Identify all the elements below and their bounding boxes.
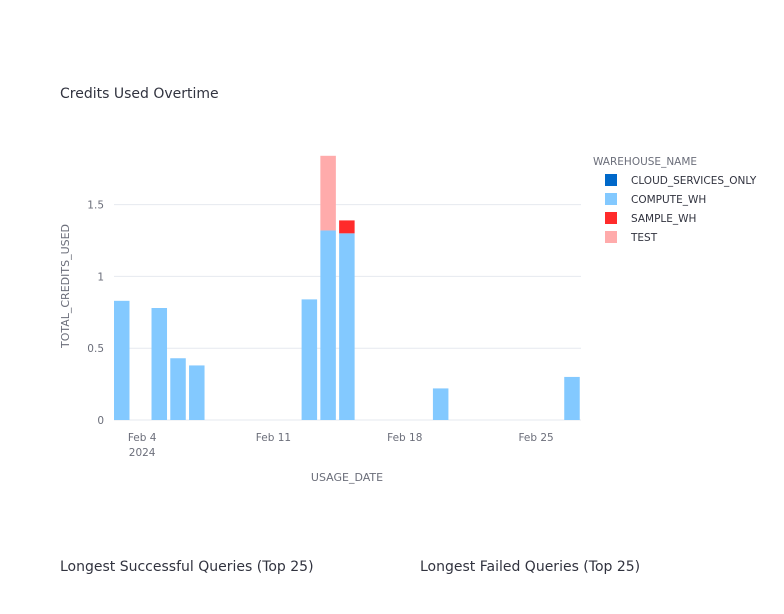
chart-title: Credits Used Overtime <box>60 86 219 102</box>
credits-chart: 0 0.5 1 1.5 Feb 4 2024 Feb 11 Feb 18 Feb 25 TOT… <box>59 155 757 484</box>
bar-test[interactable] <box>320 155 336 231</box>
y-tick-label: 0 <box>97 415 104 427</box>
legend-label[interactable]: SAMPLE_WH <box>631 213 696 225</box>
bar-compute-wh[interactable] <box>301 299 318 420</box>
y-tick-label: 0.5 <box>87 343 104 355</box>
x-tick-sublabel: 2024 <box>129 447 156 459</box>
bar-compute-wh[interactable] <box>189 365 205 420</box>
legend-swatch[interactable] <box>605 193 617 205</box>
bar-compute-wh[interactable] <box>432 388 449 420</box>
x-tick-label: Feb 18 <box>387 432 422 444</box>
bar-compute-wh[interactable] <box>564 376 580 420</box>
bar-compute-wh[interactable] <box>114 300 130 420</box>
x-axis-label: USAGE_DATE <box>311 471 383 484</box>
bar-sample-wh[interactable] <box>339 220 355 234</box>
x-tick-label: Feb 11 <box>256 432 291 444</box>
bar-compute-wh[interactable] <box>170 358 186 420</box>
bar-compute-wh[interactable] <box>339 233 355 420</box>
legend-swatch[interactable] <box>605 174 617 186</box>
y-tick-label: 1.5 <box>87 200 104 212</box>
y-ticks: 0 0.5 1 1.5 <box>87 200 104 427</box>
longest-failed-queries-title: Longest Failed Queries (Top 25) <box>420 559 641 575</box>
legend-label[interactable]: TEST <box>630 232 658 244</box>
y-tick-label: 1 <box>97 271 104 283</box>
legend-swatch[interactable] <box>605 212 617 224</box>
longest-successful-queries-title: Longest Successful Queries (Top 25) <box>60 559 314 575</box>
bar-compute-wh[interactable] <box>320 230 336 420</box>
legend-swatch[interactable] <box>605 231 617 243</box>
legend-title: WAREHOUSE_NAME <box>593 156 697 168</box>
legend: WAREHOUSE_NAME CLOUD_SERVICES_ONLY COMPUTE… <box>593 156 757 244</box>
x-ticks: Feb 4 2024 Feb 11 Feb 18 Feb 25 <box>128 432 554 459</box>
legend-label[interactable]: CLOUD_SERVICES_ONLY <box>631 175 757 187</box>
x-tick-label: Feb 25 <box>518 432 553 444</box>
x-tick-label: Feb 4 <box>128 432 157 444</box>
bars <box>114 155 580 420</box>
y-axis-label: TOTAL_CREDITS_USED <box>59 224 72 349</box>
bar-compute-wh[interactable] <box>151 308 168 420</box>
legend-label[interactable]: COMPUTE_WH <box>631 194 706 206</box>
